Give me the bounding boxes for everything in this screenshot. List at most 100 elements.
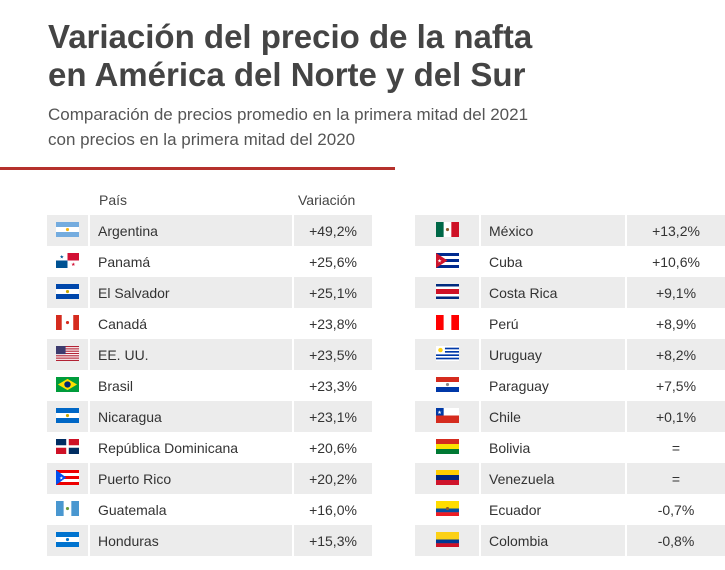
country-name: República Dominicana: [98, 439, 239, 456]
page-title: Variación del precio de la nafta en Améri…: [48, 18, 532, 94]
flag-honduras-icon: [56, 531, 79, 550]
divider: [0, 167, 395, 170]
flag-cell: [415, 494, 479, 525]
variation-value: +16,0%: [309, 501, 357, 518]
country-name: Canadá: [98, 315, 148, 332]
flag-cell: ★: [415, 246, 479, 277]
flag-paraguay-icon: [435, 376, 459, 395]
table-row: Guatemala +16,0%: [47, 494, 372, 525]
table-row: ★ Chile +0,1%: [415, 401, 725, 432]
flag-cell: [47, 432, 88, 463]
table-row: Paraguay +7,5%: [415, 370, 725, 401]
flag-cell: [415, 277, 479, 308]
flag-usa-icon: [56, 345, 79, 364]
variation-value: +23,5%: [294, 339, 372, 370]
variation-value: +23,8%: [309, 315, 357, 332]
variation-value: +49,2%: [294, 215, 372, 246]
flag-nicaragua-icon: [56, 407, 79, 426]
flag-cell: [47, 339, 88, 370]
flag-mexico-icon: [435, 221, 459, 240]
svg-text:★: ★: [59, 475, 63, 480]
title-line-2: en América del Norte y del Sur: [48, 56, 526, 93]
flag-chile-icon: ★: [435, 407, 459, 426]
flag-cuba-icon: ★: [435, 252, 459, 271]
svg-text:★: ★: [437, 410, 442, 416]
variation-value: +9,1%: [627, 277, 725, 308]
flag-argentina-icon: [56, 221, 79, 240]
flag-bolivia-icon: [435, 438, 459, 457]
flag-cell: [47, 370, 88, 401]
country-name: Uruguay: [481, 339, 625, 370]
flag-cell: ★ ★: [47, 246, 88, 277]
flag-venezuela-icon: [435, 469, 459, 488]
table-row: Argentina +49,2%: [47, 215, 372, 246]
table-row: Venezuela =: [415, 463, 725, 494]
country-name: El Salvador: [90, 277, 292, 308]
variation-value: +8,9%: [655, 315, 697, 332]
subtitle-line-1: Comparación de precios promedio en la pr…: [48, 105, 529, 124]
variation-value: =: [671, 439, 681, 456]
country-name: EE. UU.: [90, 339, 292, 370]
country-name: México: [481, 215, 625, 246]
flag-costa-rica-icon: [435, 283, 459, 302]
table-row: ★ Cuba +10,6%: [415, 246, 725, 277]
table-row: Uruguay +8,2%: [415, 339, 725, 370]
country-name: Ecuador: [489, 501, 542, 518]
variation-value: +0,1%: [627, 401, 725, 432]
svg-text:★: ★: [71, 262, 76, 268]
country-name: Bolivia: [489, 439, 531, 456]
table-row: Costa Rica +9,1%: [415, 277, 725, 308]
flag-cell: [47, 401, 88, 432]
flag-colombia-icon: [435, 531, 459, 550]
variation-value: +10,6%: [652, 253, 700, 270]
flag-uruguay-icon: [435, 345, 459, 364]
country-name: Nicaragua: [90, 401, 292, 432]
flag-cell: [47, 308, 88, 339]
country-name: Panamá: [98, 253, 151, 270]
subtitle-line-2: con precios en la primera mitad del 2020: [48, 130, 356, 149]
table-row: Canadá +23,8%: [47, 308, 372, 339]
svg-text:★: ★: [437, 258, 442, 264]
variation-value: +7,5%: [655, 377, 697, 394]
table-row: Colombia -0,8%: [415, 525, 725, 556]
variation-value: +25,6%: [309, 253, 357, 270]
flag-cell: [415, 463, 479, 494]
country-name: Argentina: [90, 215, 292, 246]
subtitle: Comparación de precios promedio en la pr…: [48, 102, 528, 152]
table-row: El Salvador +25,1%: [47, 277, 372, 308]
flag-cell: [415, 370, 479, 401]
country-name: Venezuela: [481, 463, 625, 494]
flag-cell: [47, 525, 88, 556]
table-left: Argentina +49,2% ★ ★ Panamá +25,6% El Salv…: [47, 215, 372, 556]
variation-value: +23,3%: [309, 377, 357, 394]
flag-canada-icon: [56, 314, 80, 333]
flag-panama-icon: ★ ★: [56, 252, 79, 271]
table-row: Ecuador -0,7%: [415, 494, 725, 525]
variation-value: +23,1%: [294, 401, 372, 432]
variation-value: =: [627, 463, 725, 494]
country-name: Puerto Rico: [90, 463, 292, 494]
flag-dominican-republic-icon: [56, 438, 79, 457]
table-row: ★ ★ Panamá +25,6%: [47, 246, 372, 277]
svg-text:★: ★: [59, 254, 64, 260]
variation-value: +8,2%: [627, 339, 725, 370]
table-row: Honduras +15,3%: [47, 525, 372, 556]
flag-cell: ★: [415, 401, 479, 432]
flag-peru-icon: [435, 314, 459, 333]
flag-brazil-icon: [56, 376, 79, 395]
flag-ecuador-icon: [435, 500, 459, 519]
header-country: País: [99, 192, 128, 208]
table-row: República Dominicana +20,6%: [47, 432, 372, 463]
flag-cell: [415, 525, 479, 556]
table-row: México +13,2%: [415, 215, 725, 246]
table-row: Nicaragua +23,1%: [47, 401, 372, 432]
variation-value: +20,2%: [294, 463, 372, 494]
flag-cell: [415, 215, 479, 246]
country-name: Honduras: [90, 525, 292, 556]
flag-cell: [415, 432, 479, 463]
country-name: Chile: [481, 401, 625, 432]
country-name: Paraguay: [489, 377, 549, 394]
table-row: EE. UU. +23,5%: [47, 339, 372, 370]
country-name: Guatemala: [98, 501, 167, 518]
country-name: Cuba: [489, 253, 523, 270]
